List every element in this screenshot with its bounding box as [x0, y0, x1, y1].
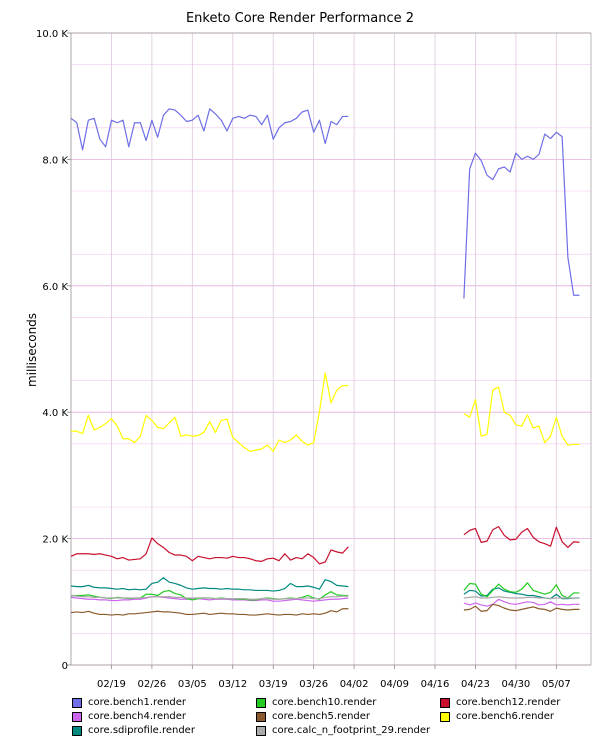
y-tick-label: 8.0 K: [42, 155, 68, 166]
legend-swatch: [440, 711, 450, 722]
legend-label: core.sdiprofile.render: [88, 725, 195, 736]
y-tick-label: 2.0 K: [42, 535, 68, 546]
x-tick-label: 03/05: [178, 679, 207, 690]
series-line: [71, 372, 349, 452]
series-line: [70, 608, 349, 616]
x-tick-label: 03/12: [218, 679, 247, 690]
legend-label: core.bench10.render: [272, 697, 377, 708]
legend-item: core.sdiprofile.render: [72, 724, 256, 737]
series-line: [70, 577, 349, 592]
legend-swatch: [256, 697, 266, 708]
series-line: [463, 525, 580, 549]
x-tick-label: 05/07: [542, 679, 571, 690]
legend-label: core.calc_n_footprint_29.render: [272, 725, 431, 736]
series-line: [463, 603, 580, 612]
x-tick-label: 02/26: [137, 679, 166, 690]
x-tick-label: 03/19: [259, 679, 288, 690]
series-line: [463, 596, 580, 600]
x-tick-label: 04/09: [380, 679, 409, 690]
legend-item: core.bench4.render: [72, 710, 256, 723]
series-line: [70, 596, 349, 602]
y-tick-label: 0: [62, 661, 68, 672]
legend-label: core.bench12.render: [456, 697, 561, 708]
series-group: [70, 108, 580, 616]
legend-swatch: [256, 711, 266, 722]
legend-swatch: [72, 725, 82, 736]
x-tick-label: 04/16: [421, 679, 450, 690]
legend-swatch: [440, 697, 450, 708]
legend-swatch: [256, 725, 266, 736]
legend-swatch: [72, 697, 82, 708]
series-line: [70, 108, 349, 151]
series-line: [463, 131, 580, 299]
legend-item: core.bench5.render: [256, 710, 440, 723]
x-tick-label: 02/19: [97, 679, 126, 690]
series-core-bench6-render: [71, 372, 580, 452]
legend-label: core.bench6.render: [456, 711, 555, 722]
legend-label: core.bench4.render: [88, 711, 187, 722]
x-tick-label: 04/23: [461, 679, 490, 690]
x-tick-label: 04/02: [340, 679, 369, 690]
y-tick-label: 10.0 K: [36, 29, 68, 40]
y-tick-label: 4.0 K: [42, 408, 68, 419]
y-axis-label: milliseconds: [25, 313, 39, 387]
series-core-calc-n-footprint-29-render: [70, 594, 580, 600]
series-line: [463, 587, 580, 600]
legend-label: core.bench5.render: [272, 711, 371, 722]
series-line: [463, 582, 580, 599]
series-core-sdiprofile-render: [70, 577, 580, 600]
legend-item: core.bench6.render: [440, 710, 592, 723]
plot-frame: [70, 32, 592, 666]
x-axis: 02/19 02/26 03/05 03/12 03/19 03/26 04/02 04/09…: [97, 665, 571, 690]
y-tick-label: 6.0 K: [42, 282, 68, 293]
x-tick-label: 04/30: [501, 679, 530, 690]
y-axis: 0 2.0 K 4.0 K 6.0 K 8.0 K 10.0 K: [36, 29, 71, 672]
series-line: [70, 594, 349, 600]
grid: [70, 32, 591, 666]
legend-label: core.bench1.render: [88, 697, 187, 708]
series-core-bench4-render: [70, 596, 580, 607]
series-core-bench5-render: [70, 603, 580, 616]
legend-item: core.calc_n_footprint_29.render: [256, 724, 440, 737]
legend: core.bench1.render core.bench10.render cor…: [72, 696, 592, 737]
legend-item: core.bench10.render: [256, 696, 440, 709]
series-core-bench12-render: [70, 525, 580, 565]
series-line: [70, 537, 349, 565]
series-line: [463, 598, 580, 607]
legend-item: core.bench1.render: [72, 696, 256, 709]
series-line: [463, 386, 580, 446]
series-core-bench1-render: [70, 108, 580, 299]
x-tick-label: 03/26: [299, 679, 328, 690]
legend-swatch: [72, 711, 82, 722]
chart-title: Enketo Core Render Performance 2: [186, 11, 414, 26]
legend-item: core.bench12.render: [440, 696, 592, 709]
